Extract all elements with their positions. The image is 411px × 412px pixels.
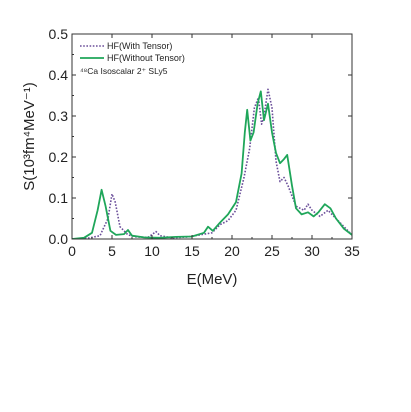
x-tick-label: 25 xyxy=(264,243,280,259)
x-axis-title: E(MeV) xyxy=(187,271,238,288)
y-tick-label: 0.5 xyxy=(49,26,69,42)
legend-label-with-tensor: HF(With Tensor) xyxy=(107,41,172,51)
legend-label-without-tensor: HF(Without Tensor) xyxy=(107,53,185,63)
y-tick-label: 0.0 xyxy=(49,231,69,247)
legend: HF(With Tensor) HF(Without Tensor) xyxy=(80,41,185,63)
x-tick-label: 20 xyxy=(224,243,240,259)
y-tick-label: 0.2 xyxy=(49,149,69,165)
x-tick-label: 35 xyxy=(344,243,360,259)
x-tick-label: 30 xyxy=(304,243,320,259)
series-layer xyxy=(72,88,352,239)
series-line-without-tensor xyxy=(72,90,352,239)
y-tick-label: 0.3 xyxy=(49,108,69,124)
x-tick-label: 5 xyxy=(108,243,116,259)
y-axis-title: S(10³fm⁴MeV⁻¹) xyxy=(21,82,38,191)
y-tick-label: 0.1 xyxy=(49,190,69,206)
series-line-with-tensor xyxy=(72,88,352,239)
x-tick-label: 15 xyxy=(184,243,200,259)
x-tick-label: 10 xyxy=(144,243,160,259)
axes-layer: 0 5 10 15 20 25 30 35 0.0 0.1 0.2 0.3 0.4 0.5 xyxy=(49,26,360,259)
y-tick-label: 0.4 xyxy=(49,67,69,83)
x-tick-label: 0 xyxy=(68,243,76,259)
chart-annotation: ⁴⁸Ca Isoscalar 2⁺ SLy5 xyxy=(80,66,168,76)
